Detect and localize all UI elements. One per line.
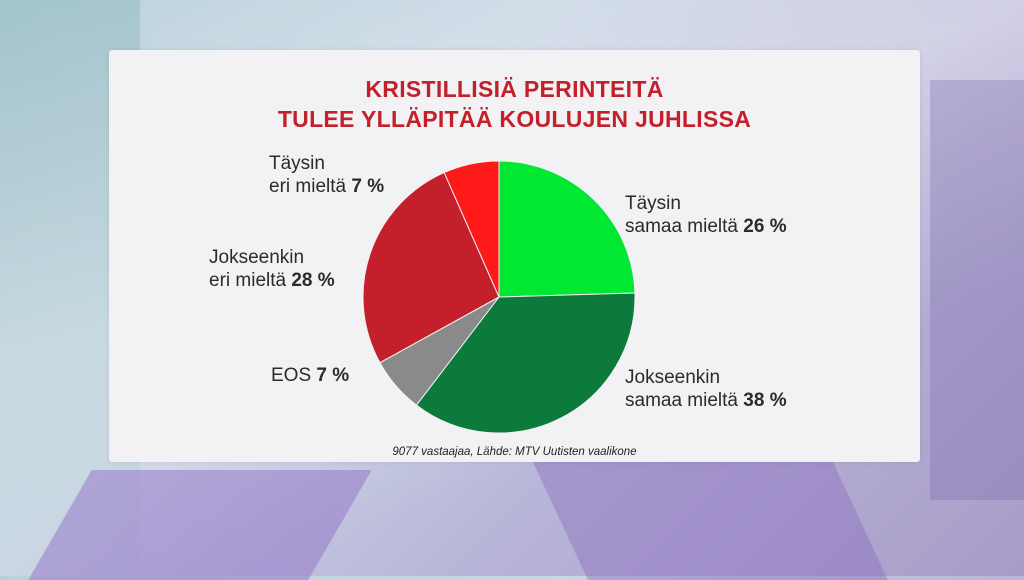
label-line2: EOS <box>271 365 312 386</box>
label-line2: eri mieltä <box>269 176 347 197</box>
chart-source: 9077 vastaajaa, Lähde: MTV Uutisten vaal… <box>392 446 637 458</box>
label-line1: Jokseenkin <box>209 247 305 268</box>
label-taysin-samaa: Täysin samaa mieltä 26 % <box>625 192 787 238</box>
label-taysin-eri: Täysin eri mieltä 7 % <box>269 152 384 198</box>
background-building <box>930 80 1024 500</box>
pie-slice-4 <box>443 160 500 298</box>
chart-title-line1: KRISTILLISIÄ PERINTEITÄ <box>365 76 664 102</box>
pie-slice-0 <box>498 160 636 298</box>
label-line2: eri mieltä <box>209 270 287 291</box>
label-line2: samaa mieltä <box>625 390 738 411</box>
label-value: 7 % <box>351 176 385 197</box>
label-line1: Täysin <box>625 193 681 214</box>
label-line2: samaa mieltä <box>625 216 738 237</box>
chart-card: KRISTILLISIÄ PERINTEITÄ TULEE YLLÄPITÄÄ … <box>109 50 920 462</box>
chart-title-line2: TULEE YLLÄPITÄÄ KOULUJEN JUHLISSA <box>277 106 752 132</box>
background-shape-right <box>532 460 888 580</box>
label-line1: Täysin <box>269 153 325 174</box>
label-value: 28 % <box>291 270 335 291</box>
label-value: 26 % <box>743 216 787 237</box>
pie-chart <box>362 160 636 434</box>
pie-slice-1 <box>415 292 636 434</box>
label-jokseenkin-eri: Jokseenkin eri mieltä 28 % <box>209 246 335 292</box>
label-line1: Jokseenkin <box>625 367 721 388</box>
label-value: 7 % <box>316 365 350 386</box>
label-value: 38 % <box>743 390 787 411</box>
label-eos: EOS 7 % <box>271 364 349 387</box>
label-jokseenkin-samaa: Jokseenkin samaa mieltä 38 % <box>625 366 787 412</box>
